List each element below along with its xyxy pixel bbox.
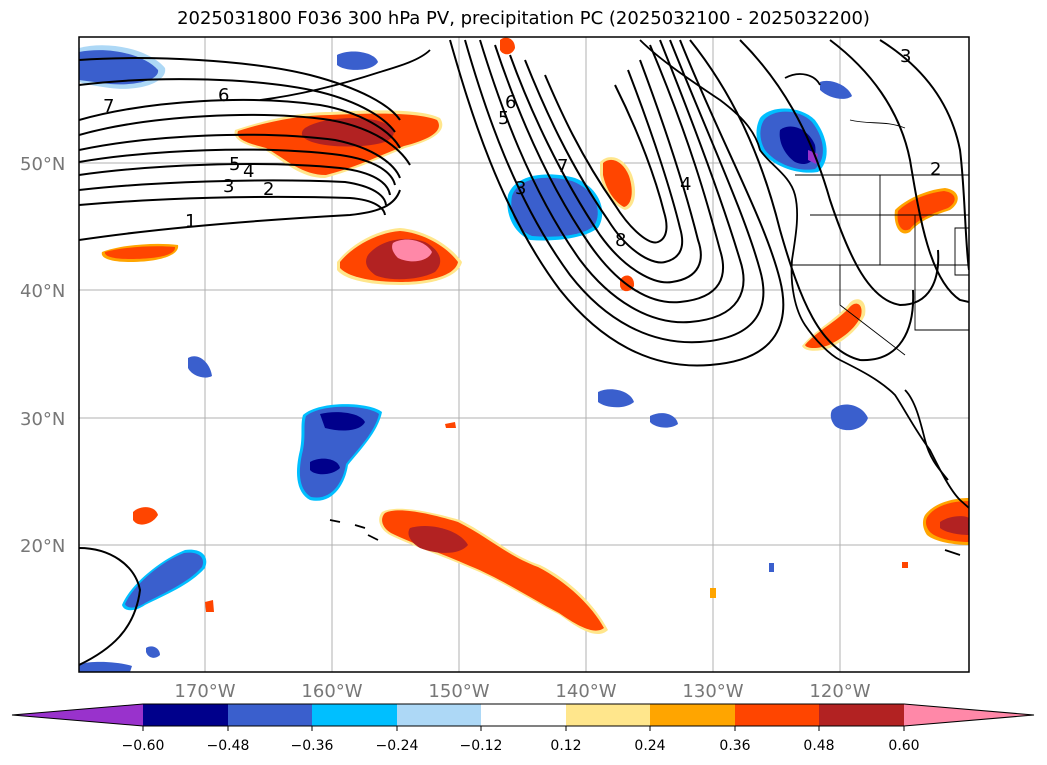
colorbar-tick-label: −0.12 [460,738,503,754]
contour-label: 6 [505,92,516,113]
lat-label-20n: 20°N [20,536,65,557]
colorbar-tick-label: 0.24 [634,738,665,754]
lon-label-160w: 160°W [301,681,362,702]
lon-label-120w: 120°W [809,681,870,702]
contour-label: 8 [615,230,626,251]
contour-label: 7 [557,156,568,177]
map-title: 2025031800 F036 300 hPa PV, precipitatio… [177,8,870,29]
colorbar-swatch [819,704,904,726]
colorbar-tick-label: −0.48 [207,738,250,754]
contour-label: 3 [223,176,234,197]
map-frame [78,36,970,673]
colorbar-extend-high [904,704,1034,726]
colorbar-swatch [735,704,819,726]
lon-label-150w: 150°W [428,681,489,702]
contour-label: 5 [498,108,509,129]
colorbar-swatch [143,704,228,726]
colorbar-tick-label: −0.24 [376,738,419,754]
coastlines [259,39,969,556]
lat-label-30n: 30°N [20,409,65,430]
state-borders [790,119,969,356]
longitude-labels: 170°W 160°W 150°W 140°W 130°W 120°W [174,681,870,702]
colorbar-swatch [650,704,735,726]
lon-label-140w: 140°W [555,681,616,702]
lat-label-50n: 50°N [20,154,65,175]
contour-label: 2 [263,179,274,200]
contour-labels: 7 6 5 4 3 2 1 6 5 3 7 4 8 3 2 [103,46,941,251]
lat-label-40n: 40°N [20,281,65,302]
contour-label: 5 [229,154,240,175]
contour-label: 6 [218,85,229,106]
latitude-labels: 50°N 40°N 30°N 20°N [20,154,65,557]
colorbar-swatch [312,704,397,726]
positive-anomaly-regions [101,37,969,635]
colorbar-tick-label: −0.36 [291,738,334,754]
colorbar: −0.60 −0.48 −0.36 −0.24 −0.12 0.12 0.24 … [11,703,1035,754]
contour-label: 2 [930,159,941,180]
contour-label: 7 [103,96,114,117]
colorbar-tick-label: 0.12 [550,738,581,754]
contour-label: 3 [515,178,526,199]
colorbar-swatch [397,704,481,726]
contour-label: 1 [185,211,196,232]
precip-shading [79,37,969,672]
colorbar-extend-low [12,704,143,726]
contour-label: 4 [680,174,691,195]
pv-contours [79,39,969,666]
colorbar-swatch [228,704,312,726]
lon-label-170w: 170°W [174,681,235,702]
colorbar-tick-label: 0.36 [719,738,750,754]
colorbar-swatch [481,704,566,726]
negative-anomaly-regions [79,45,868,672]
contour-label: 3 [900,46,911,67]
colorbar-tick-label: 0.60 [888,738,919,754]
colorbar-tick-label: 0.48 [803,738,834,754]
colorbar-swatch [566,704,650,726]
colorbar-tick-label: −0.60 [122,738,165,754]
contour-label: 4 [243,161,254,182]
lon-label-130w: 130°W [682,681,743,702]
